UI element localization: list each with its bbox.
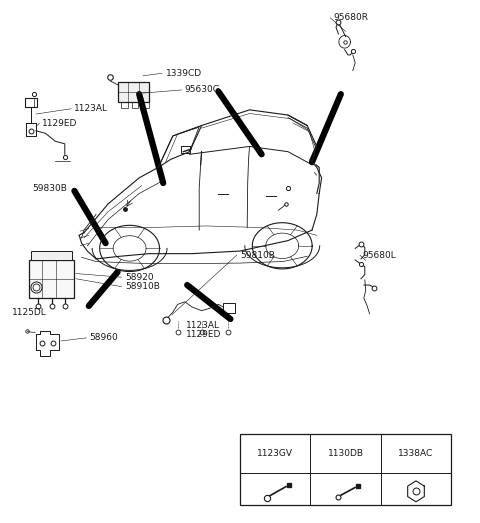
Bar <box>143 102 149 108</box>
Bar <box>25 98 37 107</box>
Bar <box>29 260 74 298</box>
Text: 59830B: 59830B <box>33 184 68 193</box>
Text: 1338AC: 1338AC <box>398 449 433 458</box>
Text: 58960: 58960 <box>89 333 118 343</box>
Text: 1123AL: 1123AL <box>74 104 108 113</box>
Bar <box>240 434 451 505</box>
Bar <box>118 82 149 102</box>
Text: 59810B: 59810B <box>240 251 275 260</box>
Text: 1125DL: 1125DL <box>12 308 47 317</box>
Text: 95630G: 95630G <box>185 85 220 95</box>
Text: 1129ED: 1129ED <box>42 119 78 128</box>
Text: 58920: 58920 <box>125 272 154 282</box>
Bar <box>223 303 235 313</box>
Bar <box>31 251 72 260</box>
Text: 95680R: 95680R <box>334 13 369 22</box>
Bar <box>181 146 190 153</box>
Text: 58910B: 58910B <box>125 282 160 291</box>
Text: 1123GV: 1123GV <box>257 449 293 458</box>
Text: 95680L: 95680L <box>362 251 396 260</box>
Bar <box>132 102 138 108</box>
Text: 1130DB: 1130DB <box>327 449 364 458</box>
Text: 1123AL: 1123AL <box>186 321 220 330</box>
Text: 1129ED: 1129ED <box>186 330 222 339</box>
Text: 1339CD: 1339CD <box>166 69 202 78</box>
Bar <box>121 102 128 108</box>
